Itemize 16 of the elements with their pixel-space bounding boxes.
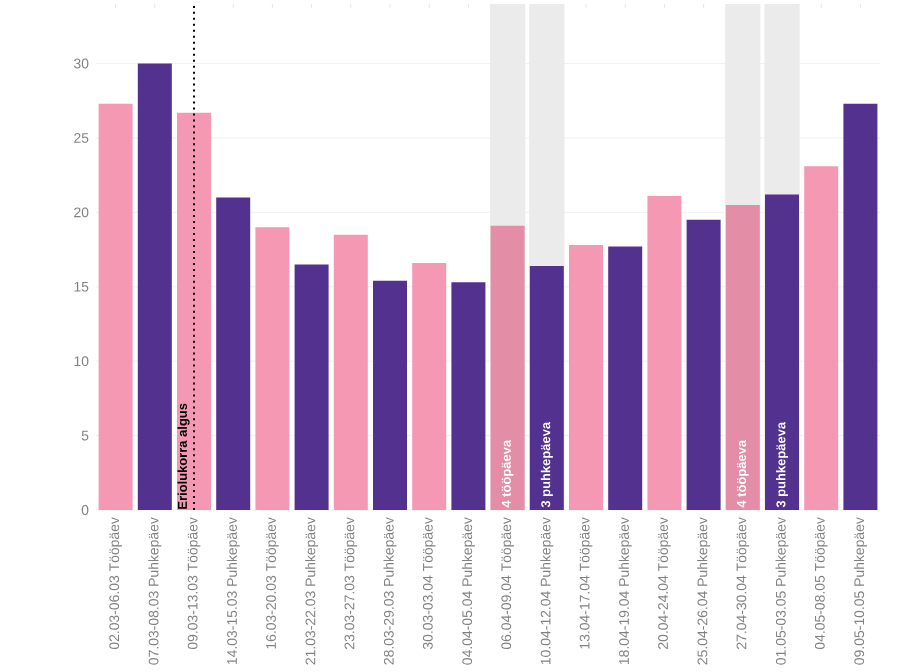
bar [647, 195, 682, 510]
bar [451, 282, 486, 510]
bar [843, 103, 878, 510]
bar [608, 246, 643, 510]
bar [255, 227, 290, 510]
bar [137, 63, 172, 510]
bar [294, 264, 329, 510]
bar [98, 103, 133, 510]
bar [373, 280, 407, 510]
bar [569, 245, 604, 510]
bar [177, 112, 211, 510]
bar [216, 197, 251, 510]
bar [804, 166, 839, 510]
bar [333, 234, 368, 510]
bar [686, 219, 721, 510]
bar [412, 262, 447, 510]
